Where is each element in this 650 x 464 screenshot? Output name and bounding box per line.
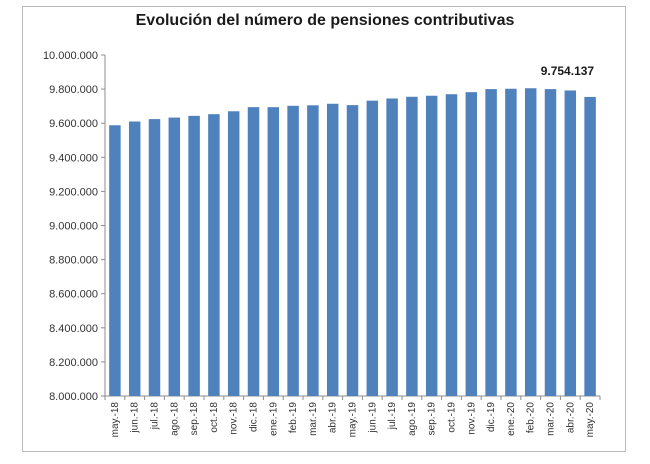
bar	[287, 105, 299, 397]
x-tick-label: abr.-19	[328, 402, 339, 434]
x-tick-label: oct.-19	[447, 402, 458, 433]
bar	[465, 92, 478, 396]
x-tick-label: dic.-19	[486, 402, 497, 432]
chart-title: Evolución del número de pensiones contri…	[135, 12, 515, 29]
bar	[208, 114, 220, 396]
y-tick-label: 9.000.000	[49, 221, 98, 233]
bar	[326, 103, 339, 396]
y-tick-label: 9.800.000	[49, 84, 98, 96]
y-tick-label: 9.600.000	[49, 118, 98, 130]
bar	[425, 95, 438, 396]
x-tick-label: feb.-19	[288, 402, 299, 434]
bar	[227, 111, 240, 396]
y-tick-label: 8.200.000	[49, 357, 98, 369]
bar	[544, 89, 557, 396]
x-tick-label: dic.-18	[249, 402, 260, 432]
x-tick-label: may.-19	[348, 402, 359, 438]
bar	[485, 89, 497, 396]
bar	[346, 105, 359, 396]
bar	[564, 90, 577, 397]
x-tick-label: jun.-18	[130, 402, 141, 434]
y-tick-label: 8.600.000	[49, 289, 98, 301]
bar	[307, 105, 319, 397]
bar	[505, 88, 517, 396]
x-tick-label: may.-20	[585, 402, 596, 438]
x-tick-label: jul.-19	[387, 402, 398, 431]
x-tick-label: ago.-19	[407, 402, 418, 436]
bar	[128, 121, 141, 397]
x-tick-label: jul.-18	[150, 402, 161, 431]
y-tick-label: 8.000.000	[49, 391, 98, 403]
bar	[109, 125, 121, 396]
y-tick-label: 9.400.000	[49, 152, 98, 164]
x-tick-label: may.-18	[110, 402, 121, 438]
x-tick-label: feb.-20	[526, 402, 537, 434]
x-tick-label: ene.-19	[268, 402, 279, 436]
bar	[584, 96, 596, 396]
y-tick-label: 8.400.000	[49, 323, 98, 335]
x-tick-label: sep.-18	[189, 402, 200, 436]
x-tick-label: nov.-19	[466, 402, 477, 435]
y-tick-label: 9.200.000	[49, 186, 98, 198]
data-label: 9.754.137	[541, 64, 595, 78]
x-tick-label: sep.-19	[427, 402, 438, 436]
bar	[366, 100, 379, 396]
bar	[524, 88, 537, 396]
bar	[168, 117, 181, 397]
bar	[445, 94, 458, 396]
x-tick-label: mar.-20	[546, 402, 557, 436]
x-tick-label: ago.-18	[169, 402, 180, 436]
y-tick-label: 8.800.000	[49, 255, 98, 267]
bar	[188, 115, 200, 396]
x-tick-label: abr.-20	[565, 402, 576, 434]
bar	[386, 98, 398, 396]
x-tick-label: ene.-20	[506, 402, 517, 436]
y-tick-label: 10.000.000	[43, 50, 98, 62]
bar	[148, 119, 161, 396]
x-tick-label: oct.-18	[209, 402, 220, 433]
bar	[247, 107, 260, 396]
bar	[406, 96, 418, 397]
x-tick-label: nov.-18	[229, 402, 240, 435]
x-tick-label: jun.-19	[367, 402, 378, 434]
x-tick-label: mar.-19	[308, 402, 319, 436]
bar	[267, 107, 280, 396]
